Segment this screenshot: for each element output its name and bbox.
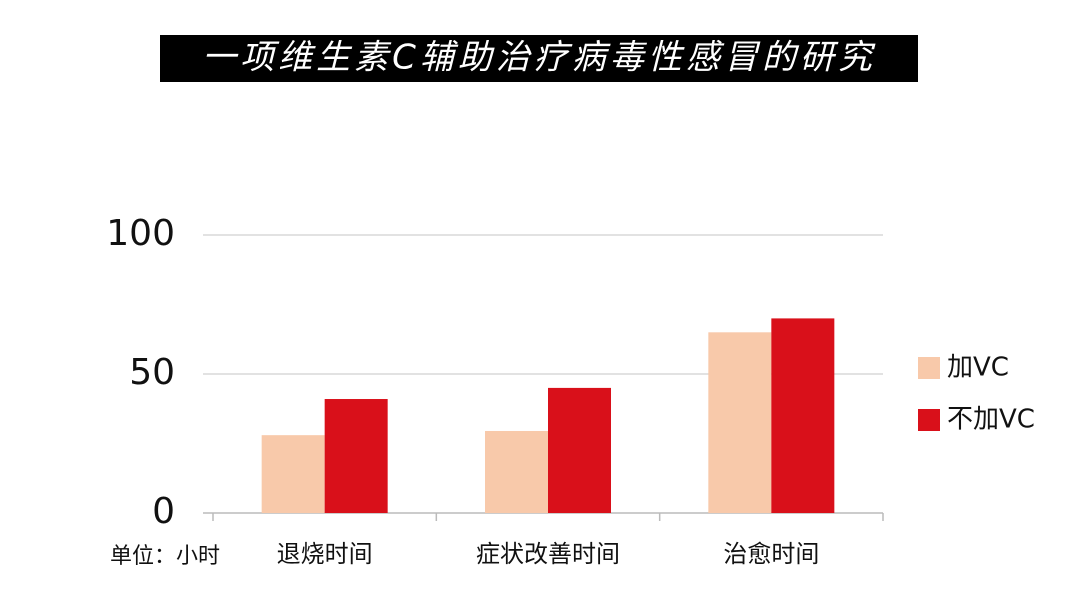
title-box — [160, 35, 918, 82]
unit-label: 单位：小时 — [110, 544, 220, 569]
legend-label: 不加VC — [947, 405, 1035, 435]
bar — [548, 387, 611, 513]
legend-swatch — [918, 409, 940, 431]
bar — [771, 318, 835, 513]
x-tick-label: 症状改善时间 — [476, 540, 620, 568]
y-tick-label: 100 — [106, 213, 175, 254]
legend-label: 加VC — [947, 353, 1009, 383]
bar — [708, 332, 772, 513]
bar — [261, 435, 325, 513]
x-tick-label: 退烧时间 — [277, 540, 373, 568]
chart-title: 一项维生素C辅助治疗病毒性感冒的研究 — [202, 38, 876, 78]
bar — [485, 430, 548, 513]
bar — [324, 399, 388, 513]
x-tick-label: 治愈时间 — [723, 540, 819, 568]
legend-swatch — [918, 357, 940, 379]
y-tick-label: 50 — [129, 352, 175, 393]
y-tick-label: 0 — [152, 491, 175, 532]
